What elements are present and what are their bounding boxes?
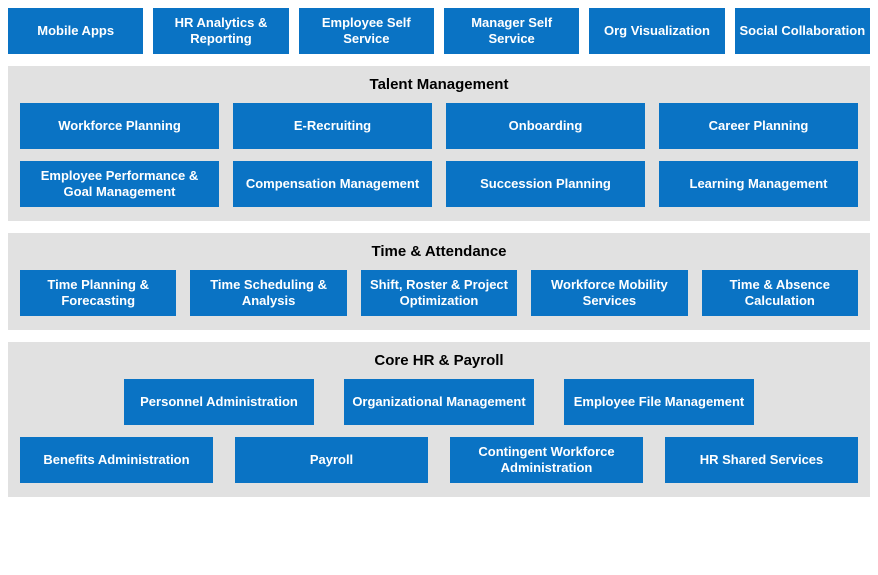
top-box-social-collaboration: Social Collaboration bbox=[735, 8, 870, 54]
box-compensation-management: Compensation Management bbox=[233, 161, 432, 207]
box-hr-shared-services: HR Shared Services bbox=[665, 437, 858, 483]
top-box-employee-self-service: Employee Self Service bbox=[299, 8, 434, 54]
time-row-1: Time Planning & Forecasting Time Schedul… bbox=[20, 270, 858, 316]
box-benefits-administration: Benefits Administration bbox=[20, 437, 213, 483]
section-title-time: Time & Attendance bbox=[20, 243, 858, 260]
talent-row-1: Workforce Planning E-Recruiting Onboardi… bbox=[20, 103, 858, 149]
section-core-hr-payroll: Core HR & Payroll Personnel Administrati… bbox=[8, 342, 870, 497]
box-workforce-planning: Workforce Planning bbox=[20, 103, 219, 149]
box-succession-planning: Succession Planning bbox=[446, 161, 645, 207]
core-row-1: Personnel Administration Organizational … bbox=[20, 379, 858, 425]
box-payroll: Payroll bbox=[235, 437, 428, 483]
top-box-manager-self-service: Manager Self Service bbox=[444, 8, 579, 54]
box-time-planning: Time Planning & Forecasting bbox=[20, 270, 176, 316]
box-workforce-mobility: Workforce Mobility Services bbox=[531, 270, 687, 316]
section-title-core: Core HR & Payroll bbox=[20, 352, 858, 369]
box-learning-management: Learning Management bbox=[659, 161, 858, 207]
talent-row-2: Employee Performance & Goal Management C… bbox=[20, 161, 858, 207]
top-row: Mobile Apps HR Analytics & Reporting Emp… bbox=[8, 8, 870, 54]
top-box-hr-analytics: HR Analytics & Reporting bbox=[153, 8, 288, 54]
box-employee-file-management: Employee File Management bbox=[564, 379, 754, 425]
section-talent-management: Talent Management Workforce Planning E-R… bbox=[8, 66, 870, 221]
core-row-2: Benefits Administration Payroll Continge… bbox=[20, 437, 858, 483]
section-time-attendance: Time & Attendance Time Planning & Foreca… bbox=[8, 233, 870, 330]
box-time-absence: Time & Absence Calculation bbox=[702, 270, 858, 316]
box-e-recruiting: E-Recruiting bbox=[233, 103, 432, 149]
top-box-mobile-apps: Mobile Apps bbox=[8, 8, 143, 54]
box-time-scheduling: Time Scheduling & Analysis bbox=[190, 270, 346, 316]
top-box-org-visualization: Org Visualization bbox=[589, 8, 724, 54]
box-personnel-administration: Personnel Administration bbox=[124, 379, 314, 425]
section-title-talent: Talent Management bbox=[20, 76, 858, 93]
box-career-planning: Career Planning bbox=[659, 103, 858, 149]
box-contingent-workforce: Contingent Workforce Administration bbox=[450, 437, 643, 483]
box-organizational-management: Organizational Management bbox=[344, 379, 534, 425]
box-employee-performance: Employee Performance & Goal Management bbox=[20, 161, 219, 207]
box-onboarding: Onboarding bbox=[446, 103, 645, 149]
box-shift-roster: Shift, Roster & Project Optimization bbox=[361, 270, 517, 316]
